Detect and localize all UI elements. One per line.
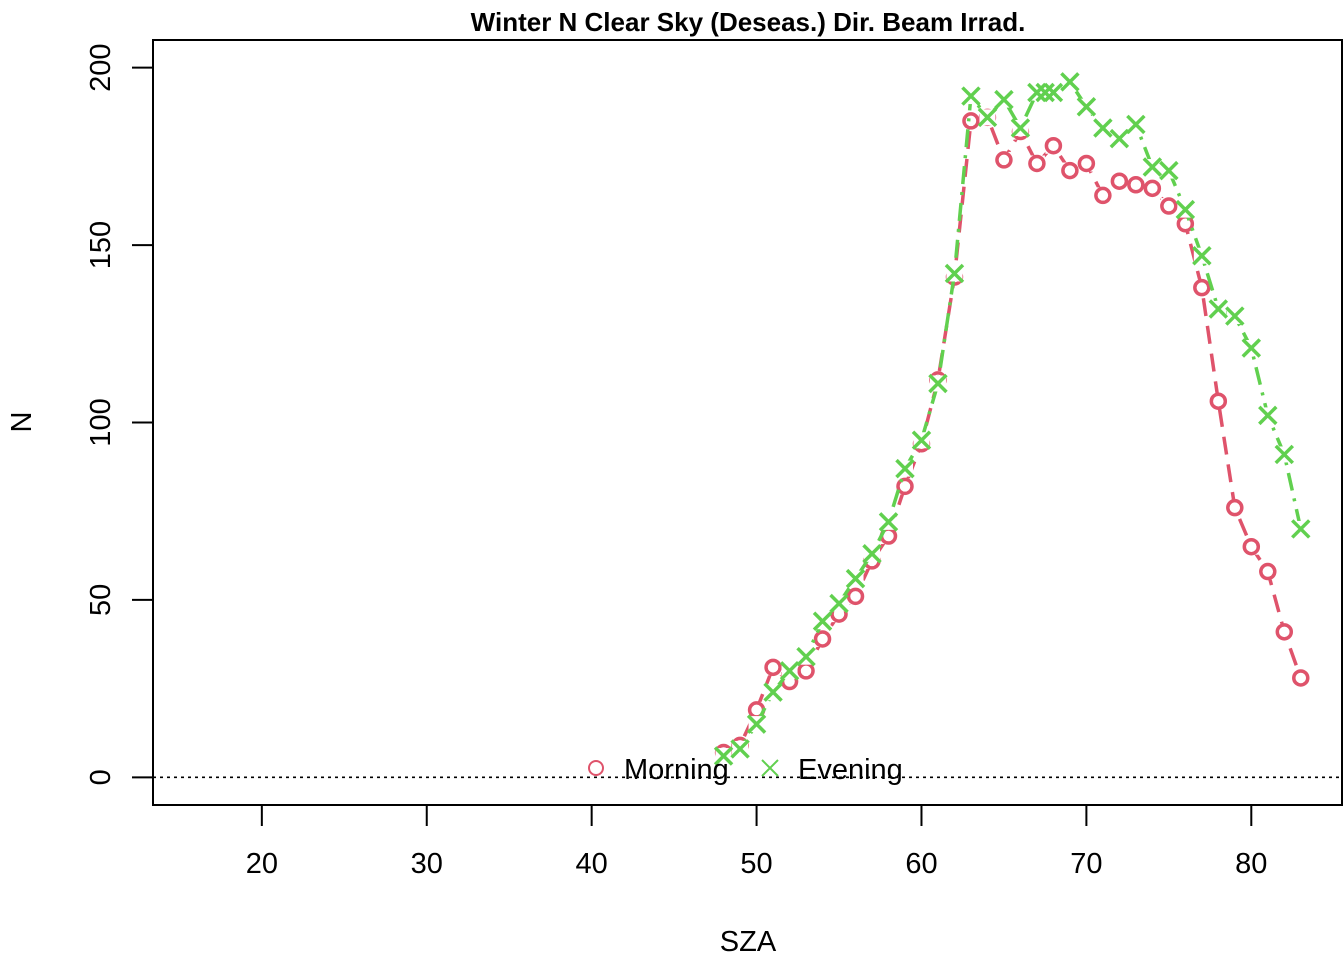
data-point xyxy=(962,112,980,130)
legend-marker xyxy=(588,760,604,776)
x-axis: 20 30 40 50 60 70 80 xyxy=(246,805,1267,880)
data-point xyxy=(1127,176,1145,194)
data-point xyxy=(1292,669,1310,687)
y-tick-label: 100 xyxy=(85,398,117,446)
data-point xyxy=(1093,118,1113,138)
legend-label: Morning xyxy=(624,754,729,786)
data-point xyxy=(713,746,734,766)
data-point xyxy=(829,593,849,614)
data-point xyxy=(845,568,866,589)
plot-area xyxy=(153,72,1342,779)
data-point xyxy=(1061,161,1079,180)
x-tick-label: 60 xyxy=(905,848,937,880)
x-tick-label: 50 xyxy=(740,848,772,880)
data-point xyxy=(1241,338,1262,358)
data-point xyxy=(1109,128,1130,149)
data-point xyxy=(862,544,882,564)
data-point xyxy=(1258,405,1278,426)
data-point xyxy=(1142,157,1163,177)
data-point xyxy=(1143,179,1162,198)
data-point xyxy=(1043,82,1064,103)
data-point xyxy=(1226,498,1244,517)
y-axis: 0 50 100 150 200 xyxy=(85,43,153,785)
legend-item-evening: Evening xyxy=(761,754,903,786)
data-point xyxy=(763,682,783,702)
data-point xyxy=(1225,306,1245,326)
legend-item-morning: Morning xyxy=(588,754,729,786)
legend-label: Evening xyxy=(798,754,903,786)
chart-title: Winter N Clear Sky (Deseas.) Dir. Beam I… xyxy=(471,7,1026,37)
data-point xyxy=(1242,537,1261,556)
y-tick-label: 200 xyxy=(85,43,117,91)
plot-frame xyxy=(152,39,1343,806)
series-evening xyxy=(713,72,1311,766)
data-point xyxy=(1010,118,1031,138)
data-point xyxy=(730,739,750,759)
data-point xyxy=(1275,623,1294,641)
data-point xyxy=(1159,160,1179,181)
data-point xyxy=(1077,154,1096,173)
data-point xyxy=(1291,519,1311,539)
x-tick-label: 20 xyxy=(246,848,278,880)
data-point xyxy=(1208,299,1229,319)
data-point xyxy=(995,151,1013,169)
legend: Morning Evening xyxy=(588,754,903,786)
data-point xyxy=(1035,82,1055,103)
data-point xyxy=(1060,72,1080,92)
x-tick-label: 70 xyxy=(1070,848,1102,880)
data-point xyxy=(961,86,981,106)
data-point xyxy=(896,477,914,496)
data-point xyxy=(1209,392,1228,410)
y-tick-label: 150 xyxy=(85,221,117,269)
data-point xyxy=(895,458,915,479)
legend-marker xyxy=(761,759,779,777)
x-tick-label: 80 xyxy=(1235,848,1267,880)
x-tick-label: 40 xyxy=(576,848,608,880)
x-axis-label: SZA xyxy=(720,926,777,958)
y-tick-label: 50 xyxy=(85,584,117,616)
data-point xyxy=(1126,114,1146,135)
data-point xyxy=(944,263,965,284)
data-point xyxy=(928,373,948,394)
x-tick-label: 30 xyxy=(411,848,443,880)
data-point xyxy=(994,89,1014,110)
data-point xyxy=(1193,278,1211,297)
data-point xyxy=(977,107,998,128)
data-point xyxy=(1259,562,1277,581)
data-point xyxy=(1274,444,1295,465)
data-point xyxy=(878,512,899,532)
data-point xyxy=(1028,154,1046,173)
y-tick-label: 0 xyxy=(85,769,117,785)
data-point xyxy=(1160,197,1178,215)
data-point xyxy=(1192,245,1212,266)
data-point xyxy=(1094,186,1112,205)
data-point xyxy=(1027,82,1047,103)
data-point xyxy=(746,714,767,734)
y-axis-label: N xyxy=(6,412,38,433)
data-point xyxy=(1110,172,1129,190)
data-point xyxy=(1175,199,1196,220)
data-point xyxy=(764,658,782,677)
data-point xyxy=(1044,136,1063,155)
data-point xyxy=(796,646,816,667)
data-point xyxy=(779,661,800,681)
data-point xyxy=(812,611,833,631)
data-point xyxy=(1076,96,1097,117)
data-point xyxy=(813,630,832,648)
data-point xyxy=(911,430,932,450)
